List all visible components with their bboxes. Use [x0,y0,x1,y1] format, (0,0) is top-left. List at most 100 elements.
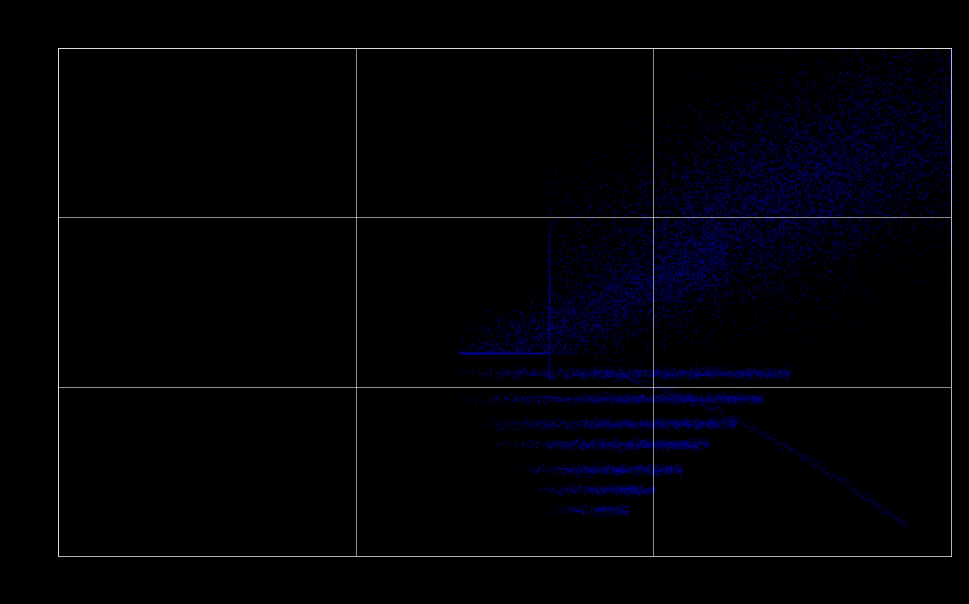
Point [518,367,534,376]
Point [583,201,599,210]
Point [691,210,706,220]
Point [508,333,523,342]
Point [842,131,858,141]
Point [541,248,556,258]
Point [926,94,942,104]
Point [884,106,899,115]
Point [596,341,611,350]
Point [942,149,957,158]
Point [662,286,677,296]
Point [732,274,747,284]
Point [627,274,642,284]
Point [607,289,622,298]
Point [516,320,531,330]
Point [741,394,757,403]
Point [636,223,651,233]
Point [845,33,860,43]
Point [669,419,684,429]
Point [889,142,904,152]
Point [607,503,622,513]
Point [606,503,621,513]
Point [726,219,741,228]
Point [739,231,755,241]
Point [524,435,540,445]
Point [853,83,868,93]
Point [921,111,936,121]
Point [885,126,900,136]
Point [569,503,584,513]
Point [831,472,847,482]
Point [472,348,487,358]
Point [868,80,884,90]
Point [541,297,556,306]
Point [547,420,562,430]
Point [783,212,798,222]
Point [517,393,533,402]
Point [942,53,957,63]
Point [668,417,683,427]
Point [777,298,793,307]
Point [795,183,810,193]
Point [459,348,475,358]
Point [710,217,726,226]
Point [758,237,773,247]
Point [698,223,713,233]
Point [480,348,495,358]
Point [557,460,573,470]
Point [725,214,740,224]
Point [707,259,723,269]
Point [839,109,855,119]
Point [694,370,709,379]
Point [747,312,763,322]
Point [662,394,677,404]
Point [826,258,841,268]
Point [539,344,554,354]
Point [942,76,957,85]
Point [779,170,795,179]
Point [677,149,693,158]
Point [871,179,887,188]
Point [847,219,862,228]
Point [561,305,577,315]
Point [619,199,635,208]
Point [715,418,731,428]
Point [669,242,684,251]
Point [775,244,791,254]
Point [676,416,692,426]
Point [524,464,540,474]
Point [684,273,700,283]
Point [716,394,732,404]
Point [653,418,669,428]
Point [640,423,655,433]
Point [775,236,791,246]
Point [942,33,957,43]
Point [794,122,809,132]
Point [690,421,705,431]
Point [498,391,514,401]
Point [509,348,524,358]
Point [830,159,846,169]
Point [694,396,709,405]
Point [811,176,827,186]
Point [769,202,785,211]
Point [527,332,543,342]
Point [899,120,915,130]
Point [595,265,610,274]
Point [760,192,775,202]
Point [523,348,539,358]
Point [544,436,559,446]
Point [535,416,550,425]
Point [565,370,580,379]
Point [718,269,734,279]
Point [553,396,569,405]
Point [860,187,876,196]
Point [572,438,587,448]
Point [711,249,727,259]
Point [604,367,619,377]
Point [935,160,951,170]
Point [561,466,577,476]
Point [501,348,516,358]
Point [666,439,681,449]
Point [927,150,943,159]
Point [576,263,591,273]
